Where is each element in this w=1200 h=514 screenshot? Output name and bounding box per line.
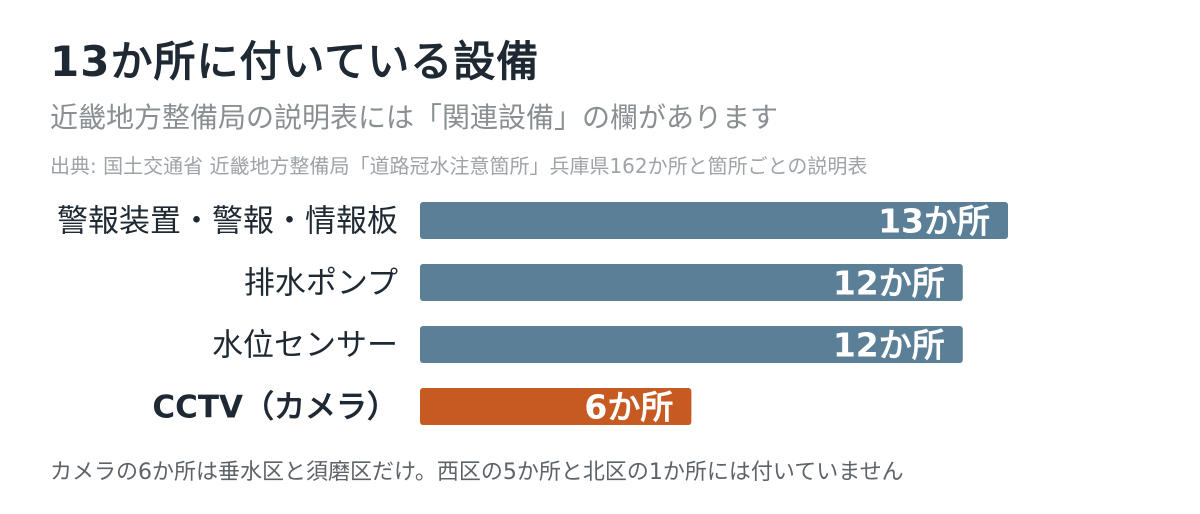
bar bbox=[420, 388, 692, 425]
bar bbox=[420, 264, 963, 301]
category-label: 排水ポンプ bbox=[244, 266, 398, 302]
value-label: 12か所 bbox=[833, 326, 945, 365]
category-label: 水位センサー bbox=[212, 328, 398, 364]
value-label: 6か所 bbox=[584, 388, 673, 427]
bar bbox=[420, 326, 963, 363]
category-label: CCTV（カメラ） bbox=[152, 390, 398, 426]
chart-title: 13か所に付いている設備 bbox=[50, 37, 540, 86]
category-label: 警報装置・警報・情報板 bbox=[57, 204, 398, 240]
value-label: 12か所 bbox=[833, 264, 945, 303]
source-note: 出典: 国土交通省 近畿地方整備局「道路冠水注意箇所」兵庫県162か所と箇所ごと… bbox=[50, 154, 868, 178]
footnote: カメラの6か所は垂水区と須磨区だけ。西区の5か所と北区の1か所には付いていません bbox=[50, 460, 904, 485]
bar bbox=[420, 202, 1008, 239]
value-label: 13か所 bbox=[878, 202, 990, 241]
chart-subtitle: 近畿地方整備局の説明表には「関連設備」の欄があります bbox=[50, 101, 779, 134]
